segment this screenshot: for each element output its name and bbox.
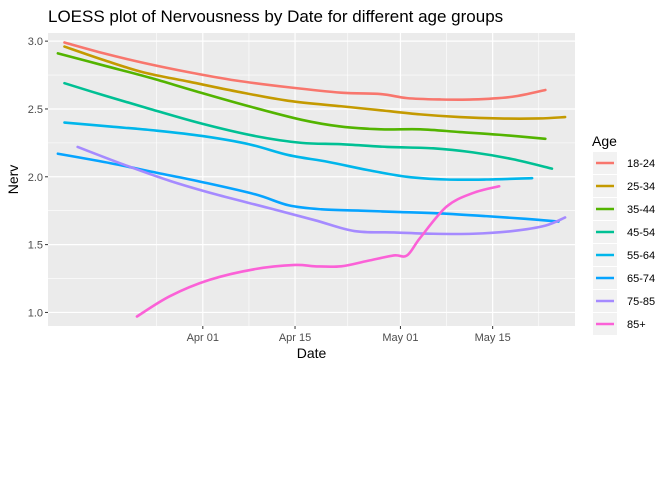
series-line-55-64 bbox=[63, 121, 534, 182]
x-axis-title: Date bbox=[297, 345, 327, 361]
series-line-45-54 bbox=[63, 81, 554, 170]
legend-label: 18-24 bbox=[627, 158, 655, 170]
series-line-35-44 bbox=[56, 52, 547, 141]
y-tick-label: 1.0 bbox=[28, 307, 43, 319]
series-line-18-24 bbox=[63, 41, 547, 102]
legend-label: 65-74 bbox=[627, 273, 655, 285]
y-axis-title: Nerv bbox=[5, 165, 21, 195]
legend-label: 85+ bbox=[627, 319, 646, 331]
series-line-75-85 bbox=[76, 145, 567, 236]
legend-label: 45-54 bbox=[627, 227, 655, 239]
series-line-65-74 bbox=[56, 152, 560, 223]
chart-title: LOESS plot of Nervousness by Date for di… bbox=[48, 7, 503, 26]
legend: Age 18-24 25-34 35-44 45-54 55-64 65-74 75-85 8… bbox=[592, 133, 655, 335]
y-tick-label: 2.0 bbox=[28, 172, 43, 184]
legend-label: 55-64 bbox=[627, 250, 655, 262]
legend-label: 75-85 bbox=[627, 296, 655, 308]
legend-label: 25-34 bbox=[627, 181, 655, 193]
x-tick-label: May 01 bbox=[382, 332, 418, 344]
y-tick-label: 3.0 bbox=[28, 36, 43, 48]
x-tick-label: May 15 bbox=[475, 332, 511, 344]
series-line-85+ bbox=[135, 184, 501, 318]
legend-label: 35-44 bbox=[627, 204, 655, 216]
series-line-25-34 bbox=[63, 45, 567, 120]
x-tick-label: Apr 01 bbox=[187, 332, 219, 344]
legend-title: Age bbox=[592, 133, 617, 149]
x-tick-label: Apr 15 bbox=[279, 332, 311, 344]
y-tick-label: 2.5 bbox=[28, 104, 43, 116]
y-tick-label: 1.5 bbox=[28, 240, 43, 252]
